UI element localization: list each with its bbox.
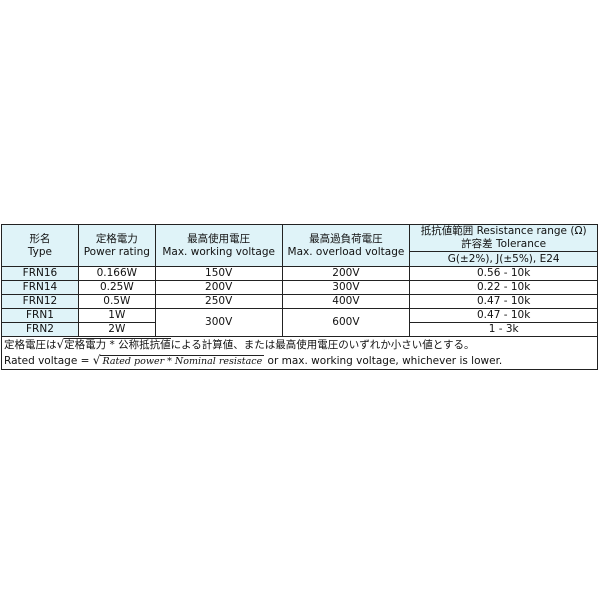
cell-type: FRN14 — [1, 280, 79, 295]
cell-power: 2W — [77, 322, 156, 337]
table-row: FRN16 0.166W 150V 200V 0.56 - 10k — [1, 266, 598, 281]
cell-working: 300V — [154, 308, 283, 337]
header-working-voltage: 最高使用電圧 Max. working voltage — [154, 224, 283, 267]
cell-range: 0.47 - 10k — [409, 308, 598, 323]
cell-type: FRN16 — [1, 266, 79, 281]
cell-range: 0.22 - 10k — [409, 280, 598, 295]
cell-type: FRN2 — [1, 322, 79, 337]
header-range: 抵抗値範囲 Resistance range (Ω) 許容差 Tolerance — [409, 224, 598, 252]
cell-power: 0.166W — [77, 266, 156, 281]
note-ja-row: 定格電圧は√定格電力 * 公称抵抗値による計算値、または最高使用電圧のいずれか小… — [1, 336, 598, 353]
header-type: 形名 Type — [1, 224, 79, 267]
cell-working: 200V — [154, 280, 283, 295]
cell-power: 0.5W — [77, 294, 156, 309]
table-row: FRN14 0.25W 200V 300V 0.22 - 10k — [1, 280, 598, 295]
cell-type: FRN1 — [1, 308, 79, 323]
cell-type: FRN12 — [1, 294, 79, 309]
header-overload-voltage: 最高過負荷電圧 Max. overload voltage — [281, 224, 411, 267]
cell-power: 1W — [77, 308, 156, 323]
cell-overload: 400V — [281, 294, 411, 309]
note-ja: 定格電圧は√定格電力 * 公称抵抗値による計算値、または最高使用電圧のいずれか小… — [1, 336, 598, 353]
spec-table: 形名 Type 定格電力 Power rating 最高使用電圧 Max. worki… — [1, 224, 598, 370]
cell-working: 150V — [154, 266, 283, 281]
cell-working: 250V — [154, 294, 283, 309]
table-row: FRN12 0.5W 250V 400V 0.47 - 10k — [1, 294, 598, 309]
note-en: Rated voltage = √ Rated power * Nominal r… — [1, 353, 598, 370]
note-en-row: Rated voltage = √ Rated power * Nominal r… — [1, 353, 598, 370]
header-tolerance-values: G(±2%), J(±5%), E24 — [409, 251, 598, 267]
cell-overload: 300V — [281, 280, 411, 295]
cell-range: 1 - 3k — [409, 322, 598, 337]
cell-overload: 600V — [281, 308, 411, 337]
table-row: FRN1 1W 300V 600V 0.47 - 10k — [1, 308, 598, 337]
table-row: FRN2 2W 1 - 3k — [1, 322, 598, 337]
header-power: 定格電力 Power rating — [77, 224, 156, 267]
cell-power: 0.25W — [77, 280, 156, 295]
cell-range: 0.47 - 10k — [409, 294, 598, 309]
cell-overload: 200V — [281, 266, 411, 281]
header-row: 形名 Type 定格電力 Power rating 最高使用電圧 Max. worki… — [1, 224, 598, 267]
cell-range: 0.56 - 10k — [409, 266, 598, 281]
